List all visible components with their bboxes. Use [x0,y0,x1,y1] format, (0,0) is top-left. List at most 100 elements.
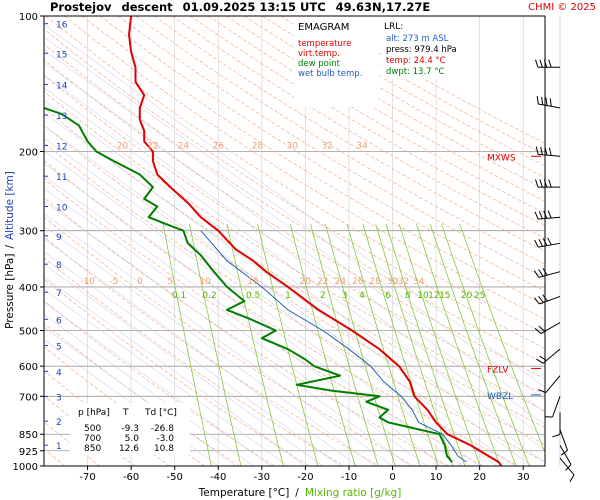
wind-barb-feather [542,268,548,276]
level-marker-wbzl: WBZL [487,392,513,402]
wind-barb-feather [538,269,544,277]
dry-adiabat-line [153,16,545,252]
saturated-adiabat-line [44,301,271,466]
wind-barb-feather [536,96,539,105]
legend-item-temperature: temperature [298,39,351,49]
wind-barb-feather [547,237,552,246]
series-line-dew-point [44,106,453,463]
wind-barb-feather [542,238,548,246]
x-tick-label: 0 [389,472,395,483]
altitude-tick-label: 14 [56,82,68,92]
dry-adiabat-line [44,257,345,466]
wind-barb-feather [535,146,539,155]
y-tick-label: 100 [19,12,38,23]
mixing-ratio-label: 0.1 [172,291,186,301]
dry-adiabat-line [44,300,275,466]
theta-label: -5 [109,277,118,287]
y-tick-label: 600 [19,362,38,373]
theta-label: 20 [117,141,129,151]
x-tick-label: -50 [167,472,183,483]
theta-label: 34 [413,277,425,287]
mixing-ratio-label: 8 [405,291,411,301]
saturated-adiabat-line [44,213,393,466]
mixing-ratio-line [441,223,530,466]
x-tick-label: -40 [210,472,226,483]
credit-label: CHMI © 2025 [528,2,596,13]
y-tick-label: 300 [19,227,38,238]
dry-adiabat-line [44,197,449,466]
lrl-temp: temp: 24.4 °C [386,56,446,66]
altitude-tick-label: 10 [56,203,68,213]
wind-barb-feather [538,325,546,332]
table-cell: 500 [84,424,101,434]
lrl-alt: alt: 273 m ASL [386,34,449,44]
table-header-t: T [122,408,129,418]
saturated-adiabat-line [44,251,341,466]
level-markers: MXWS FZLV WBZL [487,153,541,402]
dry-adiabat-line [117,16,545,278]
wind-barb [538,242,561,248]
dry-adiabat-line [81,16,545,306]
altitude-tick-label: 15 [56,50,67,60]
y-tick-label: 200 [19,147,38,158]
theta-label: 5 [167,277,173,287]
table-cell: -26.8 [151,424,175,434]
theta-label: 24 [335,277,347,287]
dry-adiabat-line [44,178,484,466]
y-tick-label: 400 [19,283,38,294]
mixing-ratio-line [429,223,517,466]
mixing-ratio-label: 4 [359,291,365,301]
theta-label: 30 [287,141,299,151]
wind-barb-feather [536,358,544,364]
series-line-wet-bulb-temp [200,230,467,463]
wind-barb-feather [569,474,575,482]
dry-adiabat-line [44,59,545,380]
wind-barb [538,271,561,278]
wind-barb-feather [538,295,544,303]
mixing-ratio-label: 0.2 [202,291,216,301]
wind-barb-feather [542,294,548,302]
legend-item-wet-bulb: wet bulb temp. [298,69,362,79]
wind-barb [552,396,561,418]
y-axis-title: Pressure [hPa]/Altitude [km] [4,171,16,329]
mixing-ratio-line [310,224,379,466]
mixing-ratio-line [385,223,466,466]
saturated-adiabat-line [44,100,545,464]
saturated-adiabat-line [44,289,289,466]
dry-adiabat-line [44,91,545,412]
saturated-adiabat-line [44,36,545,401]
y-tick-label: 925 [19,447,38,458]
wind-barb-feather [545,97,548,106]
theta-label: 26 [213,141,225,151]
theta-label: 24 [178,141,190,151]
theta-label: 34 [356,141,368,151]
mixing-ratio-label: 15 [439,291,450,301]
mixing-ratio-label: 10 [417,291,429,301]
wind-barb [538,216,561,220]
table-cell: 700 [84,434,101,444]
saturated-adiabat-line [44,226,376,466]
theta-label: 10 [199,277,211,287]
dry-adiabat-line [44,216,414,466]
table-cell: 12.6 [119,444,139,454]
saturated-adiabat-line [44,137,498,466]
wind-barb-feather [548,147,552,156]
x-tick-label: 30 [517,472,530,483]
lrl-info: LRL: alt: 273 m ASL press: 979.4 hPa tem… [381,17,473,79]
saturated-adiabat-line [44,49,545,413]
x-tick-label: -10 [341,472,357,483]
dry-adiabat-line [44,43,545,364]
mixing-ratio-line [257,224,319,466]
wind-barb-feather [543,59,548,68]
theta-label: 32 [398,277,409,287]
wind-barb [540,322,561,335]
wind-barb-feather [538,211,543,219]
table-cell: -3.0 [156,434,174,444]
altitude-tick-label: 13 [56,112,67,122]
saturated-adiabat-line [44,112,533,466]
mixing-ratio-label: 0.5 [246,291,260,301]
altitude-tick-label: 16 [56,21,68,31]
saturated-adiabat-line [44,263,323,466]
y-tick-label: 700 [19,392,38,403]
lrl-dwpt: dwpt: 13.7 °C [386,67,445,77]
